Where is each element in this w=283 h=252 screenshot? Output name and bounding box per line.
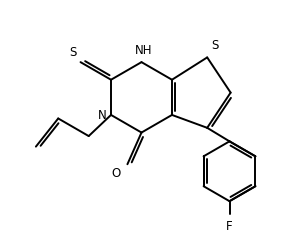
- Text: S: S: [69, 46, 76, 59]
- Text: O: O: [112, 166, 121, 179]
- Text: NH: NH: [134, 44, 152, 57]
- Text: N: N: [98, 109, 107, 122]
- Text: F: F: [226, 219, 233, 232]
- Text: S: S: [211, 39, 219, 52]
